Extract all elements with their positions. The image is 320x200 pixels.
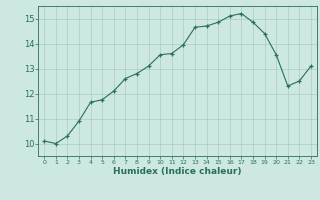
X-axis label: Humidex (Indice chaleur): Humidex (Indice chaleur)	[113, 167, 242, 176]
